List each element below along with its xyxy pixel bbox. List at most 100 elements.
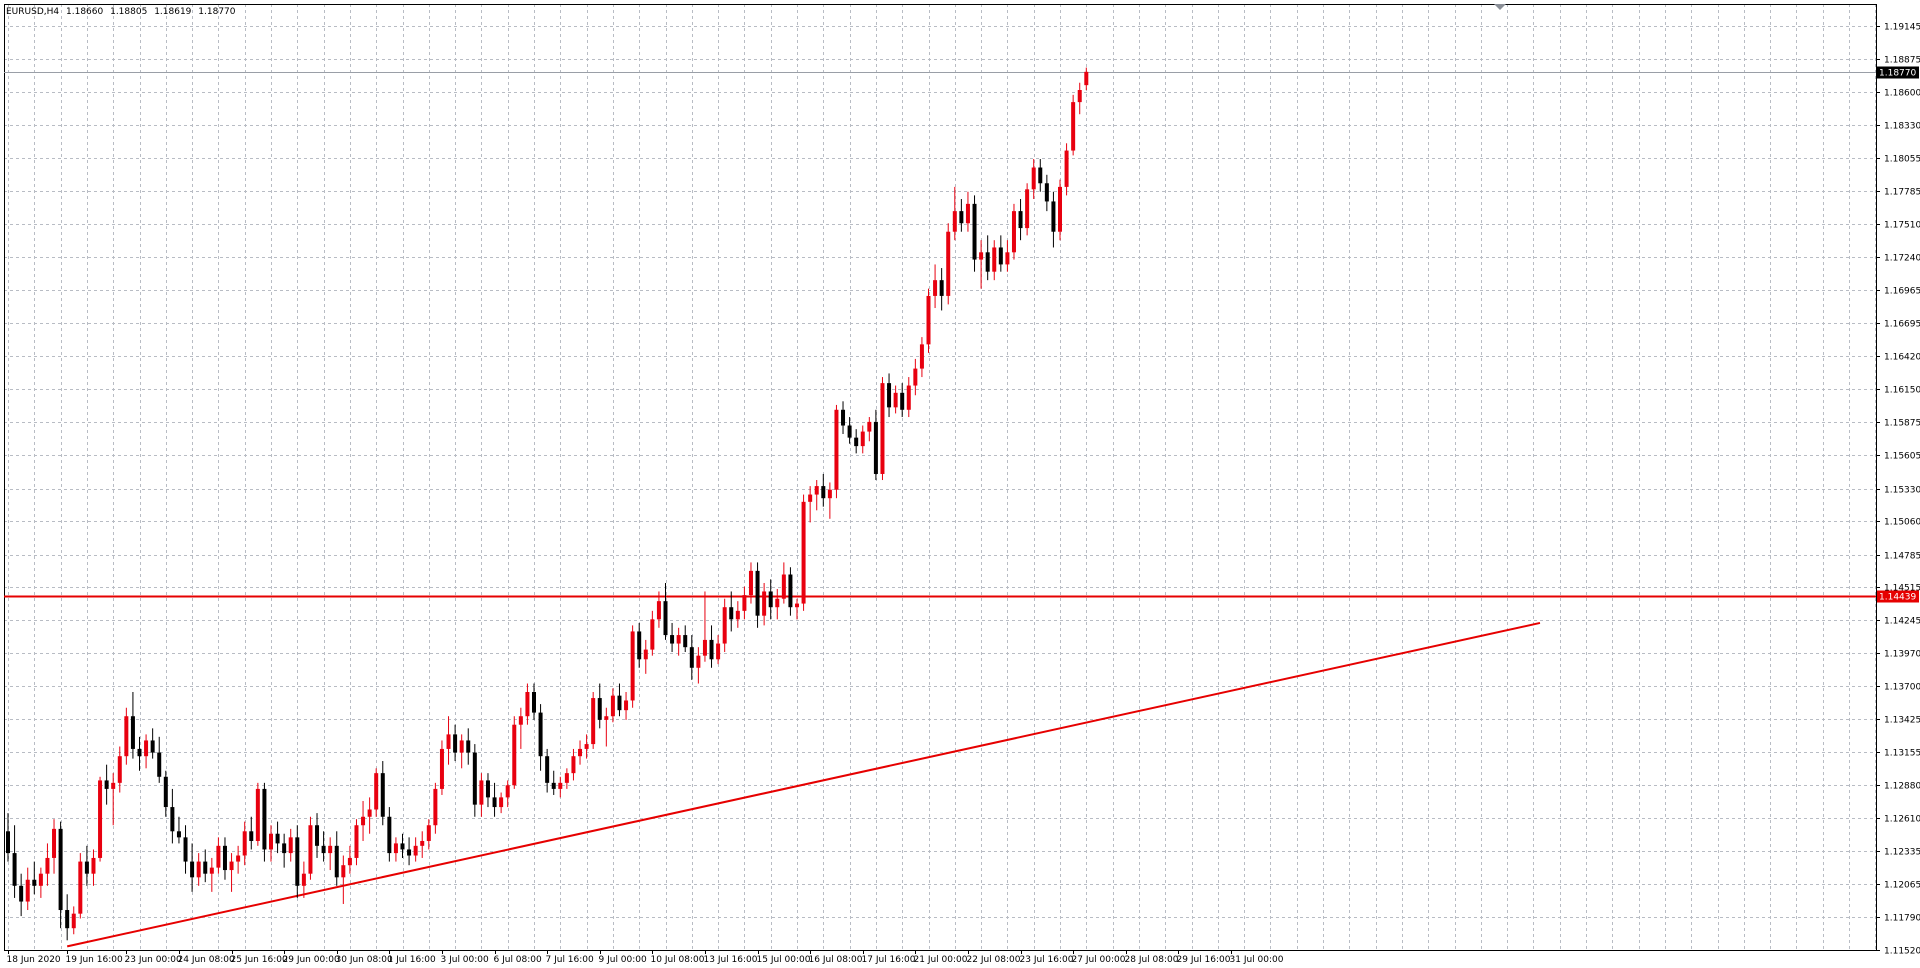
candle-body-bull [216, 845, 221, 868]
x-tick-label: 6 Jul 08:00 [494, 955, 543, 965]
y-tick-label: 1.15330 [1884, 486, 1920, 496]
candle-body-bear [663, 601, 668, 636]
candle-body-bear [1051, 201, 1056, 232]
candle-body-bear [400, 843, 405, 850]
candle-body-bull [255, 788, 260, 841]
candle-body-bull [446, 734, 451, 749]
x-tick-label: 31 Jul 00:00 [1230, 955, 1284, 965]
candle-body-bull [656, 601, 661, 620]
candle-body-bull [209, 867, 214, 874]
y-tick-label: 1.18600 [1884, 89, 1920, 99]
candle-body-bull [742, 595, 747, 611]
candle-body-bear [1018, 211, 1023, 229]
y-tick-label: 1.15875 [1884, 419, 1920, 429]
candle-body-bear [709, 639, 714, 660]
y-tick-label: 1.14245 [1884, 617, 1920, 627]
candle-body-bull [229, 861, 234, 871]
candle-body-bull [801, 501, 806, 604]
candle-body-bear [190, 861, 195, 878]
x-tick-label: 9 Jul 00:00 [599, 955, 648, 965]
x-tick-label: 29 Jun 00:00 [283, 955, 340, 965]
candle-body-bear [19, 885, 24, 902]
candle-body-bear [545, 756, 550, 783]
x-tick-label: 23 Jul 16:00 [1020, 955, 1074, 965]
candle-body-bear [729, 607, 734, 620]
low-value: 1.18619 [154, 7, 192, 17]
x-tick-label: 10 Jul 08:00 [651, 955, 705, 965]
y-tick-label: 1.12880 [1884, 782, 1920, 792]
candle-body-bear [387, 816, 392, 854]
candle-body-bear [249, 831, 254, 841]
candle-body-bull [834, 409, 839, 490]
y-tick-label: 1.18330 [1884, 122, 1920, 132]
candle-body-bear [32, 879, 37, 886]
candle-body-bull [795, 603, 799, 608]
y-tick-label: 1.13155 [1884, 749, 1920, 759]
candle-body-bear [282, 843, 287, 854]
open-value: 1.18660 [66, 7, 104, 17]
candle-body-bear [176, 831, 181, 838]
candle-body-bull [269, 833, 273, 850]
candle-body-bear [6, 831, 10, 854]
candle-body-bear [157, 752, 162, 777]
y-tick-label: 1.18875 [1884, 56, 1920, 66]
candle-body-bull [308, 825, 313, 874]
y-tick-label: 1.14515 [1884, 584, 1920, 594]
candle-body-bull [347, 857, 352, 866]
candle-body-bull [341, 865, 346, 878]
y-tick-label: 1.19145 [1884, 23, 1920, 33]
y-tick-label: 1.14785 [1884, 552, 1920, 562]
candle-body-bull [781, 574, 786, 599]
candle-body-bear [985, 252, 990, 272]
candle-body-bear [295, 837, 300, 886]
candle-body-bull [748, 570, 753, 596]
candle-body-bull [643, 649, 648, 660]
candle-body-bull [716, 643, 721, 660]
candle-body-bull [571, 756, 576, 774]
candle-body-bear [532, 692, 536, 713]
candle-body-bull [242, 831, 247, 856]
x-tick-label: 3 Jul 00:00 [441, 955, 490, 965]
y-tick-label: 1.15060 [1884, 518, 1920, 528]
candle-body-bull [1005, 252, 1010, 265]
candle-body-bull [913, 368, 918, 386]
candle-body-bear [637, 631, 642, 660]
y-tick-label: 1.17240 [1884, 254, 1920, 264]
candle-body-bear [58, 828, 63, 911]
candle-body-bear [1038, 167, 1043, 184]
candle-body-bull [38, 873, 43, 886]
x-tick-label: 21 Jul 00:00 [914, 955, 968, 965]
candle-body-bull [952, 211, 957, 232]
candle-body-bear [150, 740, 155, 753]
candle-body-bull [735, 610, 740, 620]
candle-body-bear [380, 773, 385, 817]
candle-body-bear [939, 280, 944, 296]
candle-body-bear [821, 486, 826, 499]
x-tick-label: 23 Jun 00:00 [125, 955, 182, 965]
candle-body-bear [315, 825, 320, 846]
candle-body-bull [518, 716, 523, 725]
candle-body-bear [887, 383, 892, 408]
candle-body-bull [1071, 102, 1076, 151]
x-tick-label: 27 Jul 00:00 [1072, 955, 1126, 965]
y-tick-label: 1.13700 [1884, 683, 1920, 693]
candle-body-bull [893, 392, 898, 408]
candle-body-bear [768, 591, 773, 608]
candle-body-bear [262, 788, 267, 850]
y-tick-label: 1.12065 [1884, 881, 1920, 891]
candle-body-bear [551, 782, 556, 789]
candle-body-bear [170, 807, 175, 832]
candle-body-bull [591, 698, 596, 745]
candle-body-bear [1044, 183, 1049, 202]
x-tick-label: 29 Jul 16:00 [1177, 955, 1231, 965]
x-tick-label: 13 Jul 16:00 [704, 955, 758, 965]
candle-body-bull [374, 773, 379, 810]
candle-body-bull [1058, 186, 1062, 232]
candle-body-bull [564, 773, 569, 783]
candle-body-bear [492, 797, 497, 808]
candle-body-bull [301, 873, 306, 886]
candle-body-bull [630, 631, 635, 701]
candle-body-bull [827, 489, 832, 499]
